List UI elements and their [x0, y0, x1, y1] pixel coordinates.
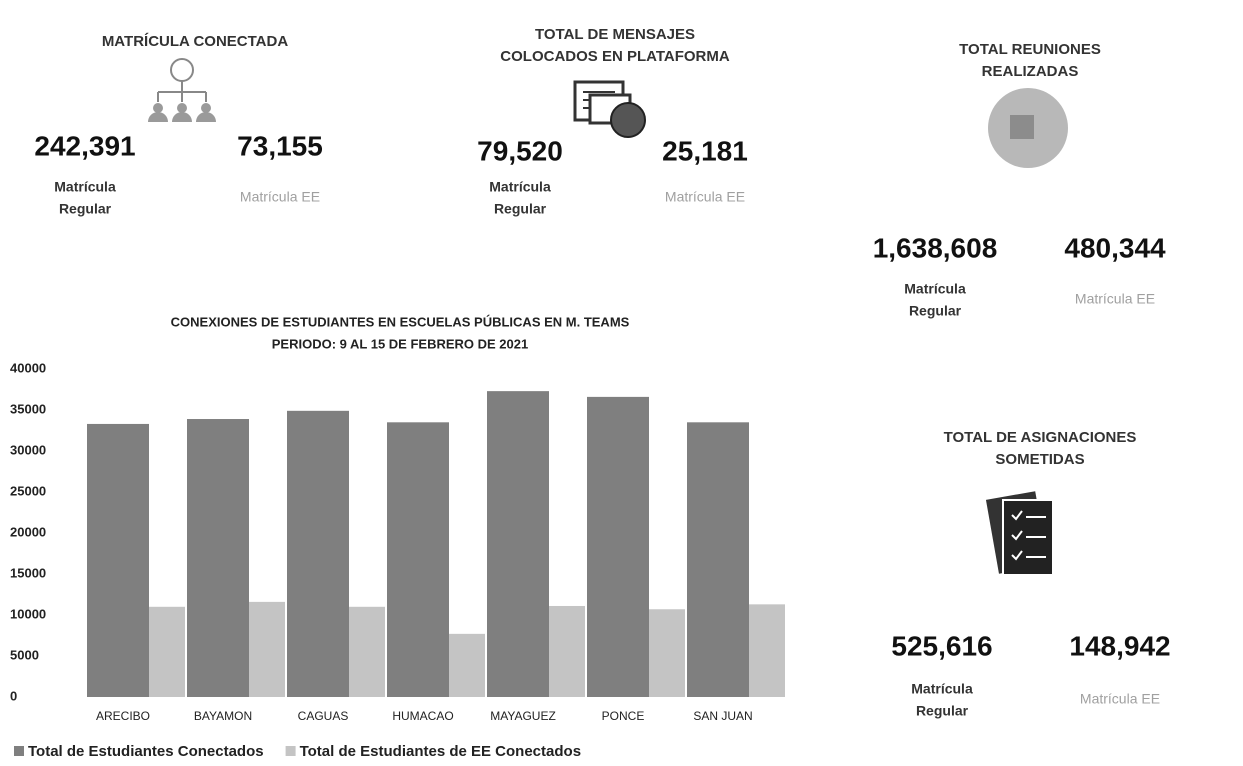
- icon-messages: [573, 80, 646, 138]
- ee-value: 480,344: [1064, 232, 1166, 263]
- bar: [149, 606, 185, 697]
- regular-label: Regular: [916, 703, 969, 719]
- bar: [87, 423, 149, 697]
- y-tick-label: 30000: [10, 442, 46, 457]
- regular-label: Regular: [909, 303, 962, 319]
- y-tick-label: 35000: [10, 401, 46, 416]
- legend-label: Total de Estudiantes Conectados: [28, 743, 264, 760]
- ee-label: Matrícula EE: [1075, 291, 1155, 307]
- bar: [187, 419, 249, 697]
- x-tick-label: ARECIBO: [96, 709, 150, 723]
- bar: [587, 396, 649, 697]
- bar: [649, 609, 685, 697]
- ee-label: Matrícula EE: [240, 189, 320, 205]
- regular-label: Matrícula: [904, 281, 966, 297]
- ee-value: 25,181: [662, 135, 748, 166]
- regular-label: Regular: [494, 201, 547, 217]
- card-title: REALIZADAS: [982, 63, 1079, 80]
- regular-value: 79,520: [477, 135, 563, 166]
- x-tick-label: BAYAMON: [194, 709, 252, 723]
- card-title: SOMETIDAS: [995, 451, 1084, 468]
- icon-assignments: [985, 491, 1054, 576]
- x-tick-label: CAGUAS: [298, 709, 349, 723]
- y-tick-label: 15000: [10, 565, 46, 580]
- x-tick-label: SAN JUAN: [693, 709, 752, 723]
- bar: [687, 422, 749, 697]
- card-title: MATRÍCULA CONECTADA: [102, 33, 289, 50]
- ee-label: Matrícula EE: [665, 189, 745, 205]
- chart-title: PERIODO: 9 AL 15 DE FEBRERO DE 2021: [272, 336, 528, 351]
- regular-value: 525,616: [891, 630, 992, 661]
- legend-swatch: [14, 746, 24, 756]
- legend-label: Total de Estudiantes de EE Conectados: [300, 743, 581, 760]
- regular-label: Matrícula: [911, 681, 973, 697]
- y-tick-label: 20000: [10, 524, 46, 539]
- bar: [349, 606, 385, 697]
- regular-label: Regular: [59, 201, 112, 217]
- card-title: TOTAL DE MENSAJES: [535, 26, 695, 43]
- chart-title: CONEXIONES DE ESTUDIANTES EN ESCUELAS PÚ…: [171, 314, 630, 329]
- y-tick-label: 10000: [10, 606, 46, 621]
- ee-value: 73,155: [237, 130, 323, 161]
- bar: [549, 605, 585, 697]
- bar: [449, 633, 485, 697]
- bar: [287, 410, 349, 697]
- regular-value: 1,638,608: [873, 232, 998, 263]
- x-tick-label: PONCE: [602, 709, 645, 723]
- y-tick-label: 25000: [10, 483, 46, 498]
- card-title: COLOCADOS EN PLATAFORMA: [500, 48, 730, 65]
- legend-swatch: [285, 746, 296, 756]
- regular-label: Matrícula: [489, 179, 551, 195]
- ee-value: 148,942: [1069, 630, 1170, 661]
- card-title: TOTAL REUNIONES: [959, 41, 1101, 58]
- bar: [387, 422, 449, 697]
- icon-teams: [988, 88, 1068, 168]
- y-tick-label: 5000: [10, 647, 39, 662]
- ee-label: Matrícula EE: [1080, 691, 1160, 707]
- bar: [249, 601, 285, 697]
- y-tick-label: 0: [10, 688, 17, 703]
- regular-value: 242,391: [34, 130, 135, 161]
- x-tick-label: HUMACAO: [392, 709, 453, 723]
- regular-label: Matrícula: [54, 179, 116, 195]
- x-tick-label: MAYAGUEZ: [490, 709, 556, 723]
- bar: [487, 391, 549, 697]
- card-title: TOTAL DE ASIGNACIONES: [944, 429, 1137, 446]
- y-tick-label: 40000: [10, 360, 46, 375]
- icon-org: [148, 58, 216, 122]
- bar: [749, 604, 785, 697]
